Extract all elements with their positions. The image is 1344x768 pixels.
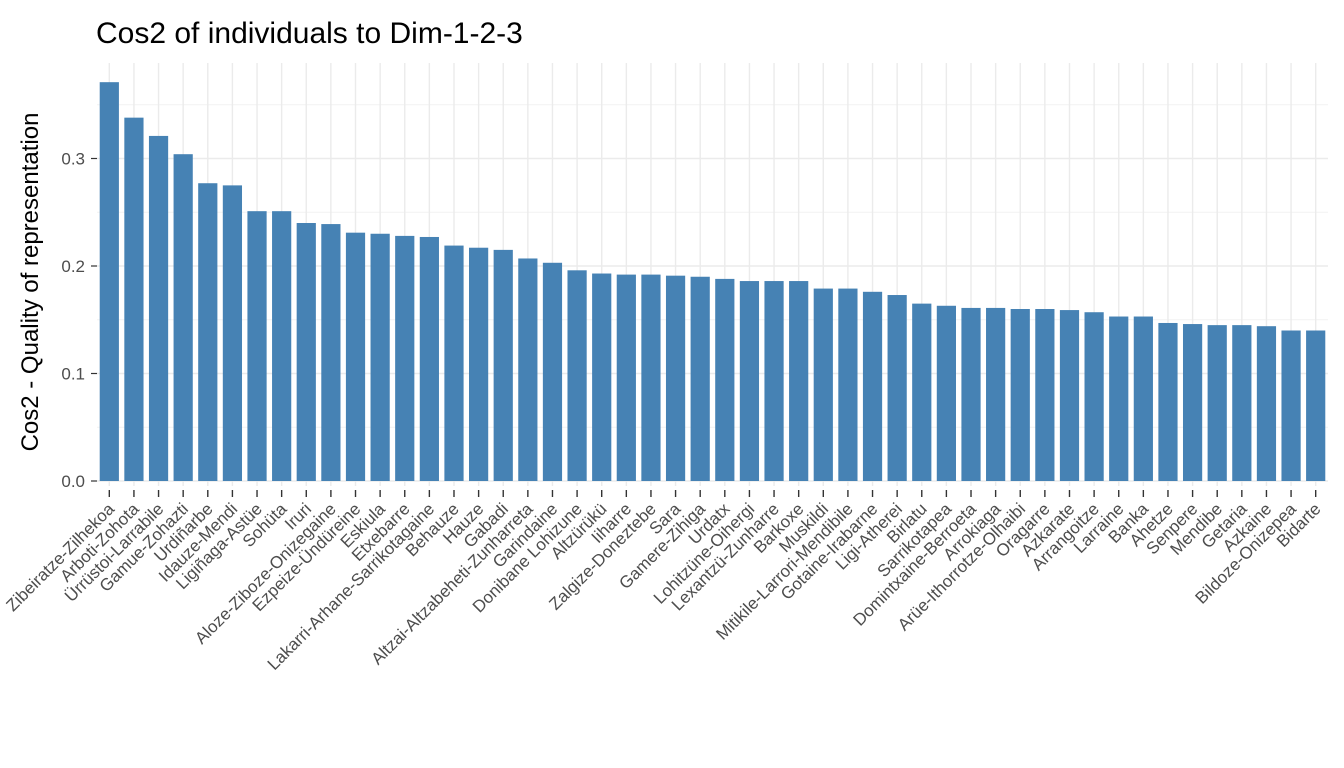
bar xyxy=(986,307,1006,481)
bar xyxy=(1059,310,1080,481)
y-tick-label: 0.2 xyxy=(61,257,85,276)
bar xyxy=(124,117,144,482)
bar xyxy=(1256,326,1277,481)
bar xyxy=(1182,324,1203,481)
bar xyxy=(739,281,760,481)
y-tick-label: 0.3 xyxy=(61,150,85,169)
bar xyxy=(296,223,316,481)
bar xyxy=(1109,316,1129,481)
bar xyxy=(789,281,809,481)
plot-panel: 0.00.10.20.3Zibeiratze-ZilhekoaArboti-Zo… xyxy=(2,63,1328,674)
bar xyxy=(715,278,735,481)
bar xyxy=(173,154,193,481)
bar xyxy=(887,295,907,481)
bar xyxy=(912,303,932,481)
bar xyxy=(665,275,686,481)
bar xyxy=(395,235,415,481)
bar xyxy=(1306,330,1326,481)
bar xyxy=(419,236,439,481)
bar xyxy=(838,288,858,481)
bar xyxy=(518,258,538,481)
bar xyxy=(247,211,267,482)
bar xyxy=(1084,312,1104,481)
bar xyxy=(936,305,956,481)
bar xyxy=(764,281,784,481)
bar xyxy=(222,185,243,481)
bar xyxy=(148,135,169,482)
bar xyxy=(1281,330,1301,481)
bar xyxy=(961,307,981,481)
bar xyxy=(370,233,390,481)
bar xyxy=(198,183,218,481)
y-axis-label: Cos2 - Quality of representation xyxy=(17,113,44,452)
bar xyxy=(1010,309,1030,481)
bar xyxy=(493,249,513,481)
bar xyxy=(99,82,119,482)
bar xyxy=(1133,316,1153,481)
chart-title: Cos2 of individuals to Dim-1-2-3 xyxy=(96,17,523,50)
bar xyxy=(321,224,341,481)
bar xyxy=(1207,325,1227,481)
bar xyxy=(813,288,833,481)
bar xyxy=(690,276,710,481)
bar xyxy=(444,245,464,481)
bar xyxy=(567,270,587,481)
bar xyxy=(542,262,563,481)
bar xyxy=(272,211,292,482)
bar xyxy=(592,273,612,481)
y-tick-label: 0.0 xyxy=(61,472,85,491)
bar xyxy=(345,232,366,481)
bar xyxy=(1035,309,1055,481)
bar xyxy=(616,274,636,481)
bar xyxy=(862,291,883,481)
bar xyxy=(469,247,489,481)
bar xyxy=(1232,325,1252,481)
bar xyxy=(641,274,661,481)
bar xyxy=(1158,322,1178,481)
y-tick-label: 0.1 xyxy=(61,365,85,384)
